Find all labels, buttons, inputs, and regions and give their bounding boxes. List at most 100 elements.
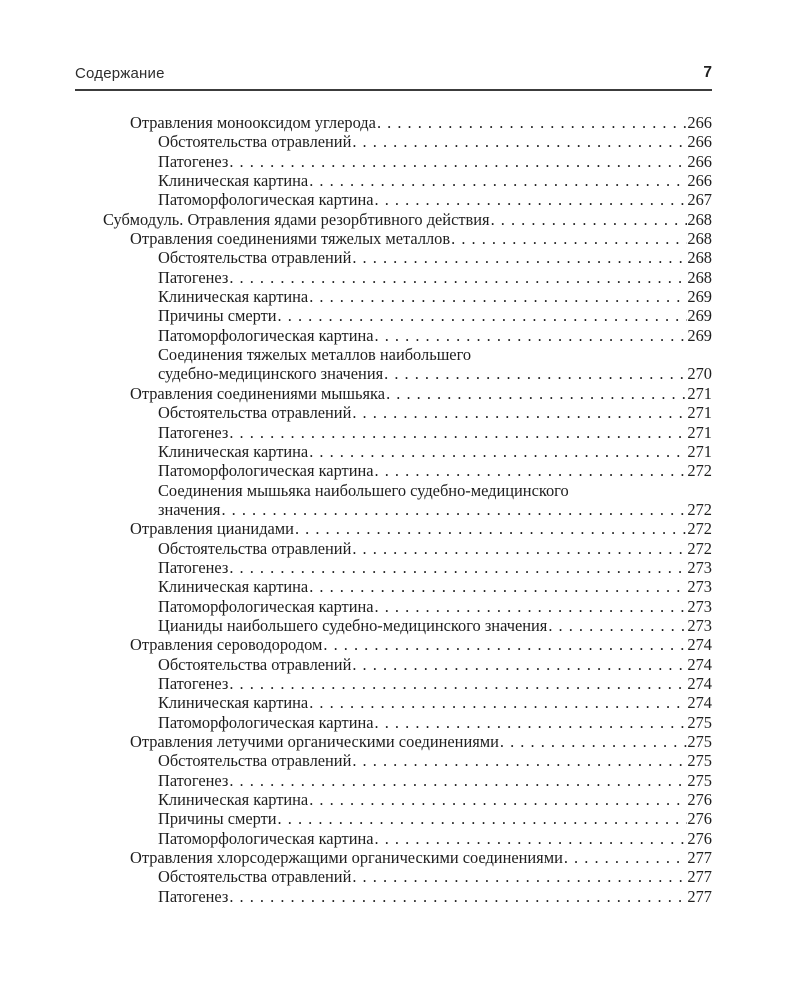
toc-entry: судебно-медицинского значения . . . . . … xyxy=(158,364,712,383)
toc-entry-title: Обстоятельства отравлений xyxy=(158,751,352,771)
toc-entry-title: Патоморфологическая картина xyxy=(158,828,374,848)
dot-leader: . . . . . . . . . . . . . . . . . . . . … xyxy=(221,499,687,519)
toc-entry: Патогенез . . . . . . . . . . . . . . . … xyxy=(158,268,712,287)
toc-entry-title: Субмодуль. Отравления ядами резорбтивног… xyxy=(103,209,490,229)
toc-entry-title: Патогенез xyxy=(158,422,229,442)
toc-entry-title: Цианиды наибольшего судебно-медицинского… xyxy=(158,615,548,635)
toc-entry-title: Клиническая картина xyxy=(158,577,309,597)
dot-leader: . . . . . . . . . . . . . . . . . . . . … xyxy=(376,113,688,132)
dot-leader: . . . . . . . . . . . . . . . . . . . . … xyxy=(374,190,688,210)
dot-leader: . . . . . . . . . . . . . . . . . . . . … xyxy=(386,383,687,403)
toc-entry: Обстоятельства отравлений . . . . . . . … xyxy=(158,751,712,770)
dot-leader: . . . . . . . . . . . . . . . . . . . . … xyxy=(352,132,687,152)
toc-entry-title: значения xyxy=(158,499,221,519)
toc-entry-page-number: 273 xyxy=(687,557,712,577)
dot-leader: . . . . . . . . . . . . . . . . . . . . … xyxy=(374,596,688,616)
toc-entry-page-number: 274 xyxy=(687,635,712,655)
toc-entry-page-number: 266 xyxy=(687,113,712,132)
toc-entry-title: судебно-медицинского значения xyxy=(158,364,384,384)
toc-entry: Отравления хлорсодержащими органическими… xyxy=(130,848,712,867)
dot-leader: . . . . . . . . . . . . . . . . . . . . … xyxy=(548,615,687,635)
dot-leader: . . . . . . . . . . . . . . . . . . . . … xyxy=(374,712,688,732)
dot-leader: . . . . . . . . . . . . . . . . . . . . … xyxy=(309,441,687,461)
dot-leader: . . . . . . . . . . . . . . . . . . . . … xyxy=(352,403,687,423)
toc-entry: значения . . . . . . . . . . . . . . . .… xyxy=(158,500,712,519)
dot-leader: . . . . . . . . . . . . . . . . . . . . … xyxy=(374,828,688,848)
toc-entry-title: Обстоятельства отравлений xyxy=(158,654,352,674)
toc-entry-page-number: 271 xyxy=(687,441,712,461)
toc-entry-page-number: 276 xyxy=(687,828,712,848)
toc-entry: Соединения мышьяка наибольшего судебно-м… xyxy=(158,481,712,500)
toc-entry-page-number: 276 xyxy=(687,809,712,829)
toc-entry: Обстоятельства отравлений . . . . . . . … xyxy=(158,132,712,151)
toc-entry: Клиническая картина . . . . . . . . . . … xyxy=(158,287,712,306)
toc-entry: Патоморфологическая картина . . . . . . … xyxy=(158,190,712,209)
dot-leader: . . . . . . . . . . . . . . . . . . . . … xyxy=(294,519,688,539)
dot-leader: . . . . . . . . . . . . . . . . . . . . … xyxy=(229,151,687,171)
dot-leader: . . . . . . . . . . . . . . . . . . . . … xyxy=(374,461,688,481)
toc-entry-page-number: 275 xyxy=(687,751,712,771)
toc-entry: Причины смерти . . . . . . . . . . . . .… xyxy=(158,306,712,325)
toc-entry-title: Отравления сероводородом xyxy=(130,635,323,655)
dot-leader: . . . . . . . . . . . . . . . . . . . . … xyxy=(374,325,688,345)
toc-entry-page-number: 267 xyxy=(687,190,712,210)
dot-leader: . . . . . . . . . . . . . . . . . . . . … xyxy=(309,790,687,810)
toc-entry: Отравления соединениями мышьяка . . . . … xyxy=(130,384,712,403)
toc-entry-page-number: 275 xyxy=(687,732,712,751)
toc-entry-page-number: 272 xyxy=(687,499,712,519)
page-header: Содержание 7 xyxy=(75,64,712,91)
toc-entry-page-number: 272 xyxy=(687,519,712,539)
dot-leader: . . . . . . . . . . . . . . . . . . . . … xyxy=(384,364,687,384)
dot-leader: . . . . . . . . . . . . . . . . . . . . … xyxy=(309,577,687,597)
toc-entry-title: Обстоятельства отравлений xyxy=(158,248,352,268)
dot-leader: . . . . . . . . . . . . . . . . . . . . … xyxy=(229,886,687,906)
toc-entry-page-number: 275 xyxy=(687,770,712,790)
toc-entry-title: Клиническая картина xyxy=(158,790,309,810)
dot-leader: . . . . . . . . . . . . . . . . . . . . … xyxy=(352,751,687,771)
dot-leader: . . . . . . . . . . . . . . . . . . . . … xyxy=(277,306,688,326)
dot-leader: . . . . . . . . . . . . . . . . . . . . … xyxy=(229,770,687,790)
dot-leader: . . . . . . . . . . . . . . . . . . . . … xyxy=(229,673,687,693)
toc-list: Отравления монооксидом углерода . . . . … xyxy=(0,113,712,906)
toc-entry-page-number: 275 xyxy=(687,712,712,732)
toc-entry-title: Патогенез xyxy=(158,770,229,790)
toc-entry: Патогенез . . . . . . . . . . . . . . . … xyxy=(158,558,712,577)
toc-entry: Цианиды наибольшего судебно-медицинского… xyxy=(158,616,712,635)
toc-entry-page-number: 269 xyxy=(687,325,712,345)
toc-entry: Отравления цианидами . . . . . . . . . .… xyxy=(130,519,712,538)
toc-entry-page-number: 269 xyxy=(687,306,712,326)
dot-leader: . . . . . . . . . . . . . . . . . . . . … xyxy=(229,557,687,577)
toc-entry-title: Патогенез xyxy=(158,151,229,171)
toc-entry: Причины смерти . . . . . . . . . . . . .… xyxy=(158,809,712,828)
toc-entry-title: Обстоятельства отравлений xyxy=(158,538,352,558)
toc-entry: Обстоятельства отравлений . . . . . . . … xyxy=(158,655,712,674)
toc-entry: Обстоятельства отравлений . . . . . . . … xyxy=(158,539,712,558)
toc-entry-title: Обстоятельства отравлений xyxy=(158,132,352,152)
toc-entry-title: Причины смерти xyxy=(158,809,277,829)
toc-entry-title: Отравления монооксидом углерода xyxy=(130,113,376,132)
toc-entry-title: Отравления соединениями мышьяка xyxy=(130,383,386,403)
toc-entry-page-number: 274 xyxy=(687,693,712,713)
toc-entry-page-number: 273 xyxy=(687,577,712,597)
toc-entry: Патогенез . . . . . . . . . . . . . . . … xyxy=(158,674,712,693)
toc-entry-title: Соединения тяжелых металлов наибольшего xyxy=(158,345,472,365)
toc-entry-page-number: 266 xyxy=(687,132,712,152)
toc-entry-page-number: 272 xyxy=(687,461,712,481)
toc-entry-page-number: 268 xyxy=(687,229,712,249)
toc-entry-page-number: 270 xyxy=(687,364,712,384)
toc-entry: Соединения тяжелых металлов наибольшего xyxy=(158,345,712,364)
toc-entry-page-number: 273 xyxy=(687,596,712,616)
toc-entry-title: Патогенез xyxy=(158,673,229,693)
toc-entry-title: Патоморфологическая картина xyxy=(158,325,374,345)
toc-entry-page-number: 277 xyxy=(687,848,712,868)
toc-entry: Обстоятельства отравлений . . . . . . . … xyxy=(158,867,712,886)
toc-entry: Субмодуль. Отравления ядами резорбтивног… xyxy=(103,210,712,229)
toc-entry: Отравления летучими органическими соедин… xyxy=(130,732,712,751)
dot-leader: . . . . . . . . . . . . . . . . . . . . … xyxy=(309,287,687,307)
toc-entry-title: Отравления соединениями тяжелых металлов xyxy=(130,229,451,249)
toc-entry-page-number: 271 xyxy=(687,422,712,442)
toc-entry-title: Отравления летучими органическими соедин… xyxy=(130,732,499,751)
toc-entry: Патогенез . . . . . . . . . . . . . . . … xyxy=(158,771,712,790)
toc-entry: Патогенез . . . . . . . . . . . . . . . … xyxy=(158,423,712,442)
